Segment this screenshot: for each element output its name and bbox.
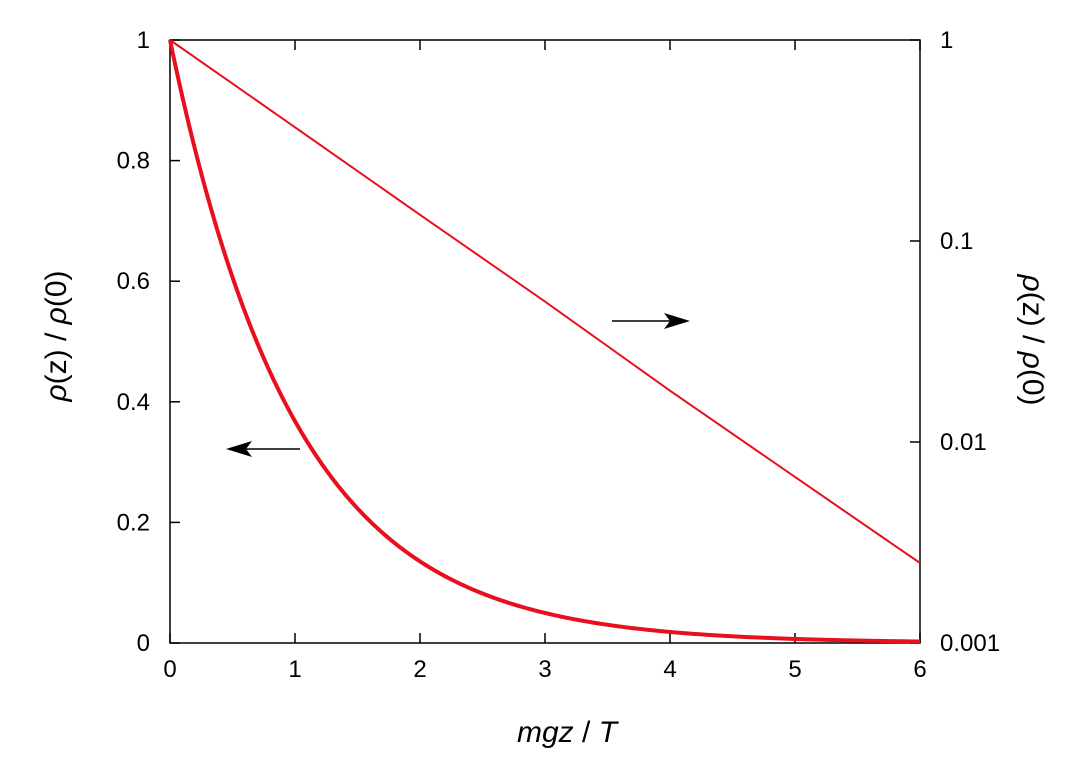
x-tick-label: 4 — [663, 656, 676, 683]
x-tick-label: 2 — [413, 656, 426, 683]
x-axis-title: mgz / T — [517, 716, 620, 749]
arrow-right — [612, 313, 690, 329]
x-tick-label: 1 — [288, 656, 301, 683]
y-left-tick-label: 0.2 — [117, 509, 150, 536]
series-line-log — [169, 39, 921, 564]
x-tick-label: 6 — [913, 656, 926, 683]
series-line-linear — [168, 39, 921, 644]
y-left-tick-label: 1 — [137, 27, 150, 54]
x-tick-label: 0 — [163, 656, 176, 683]
y-right-tick-label: 1 — [940, 27, 953, 54]
x-tick-label: 3 — [538, 656, 551, 683]
x-tick-label: 5 — [788, 656, 801, 683]
y-right-tick-label: 0.001 — [940, 630, 1000, 657]
y-right-tick-label: 0.1 — [940, 228, 973, 255]
y-left-tick-label: 0.4 — [117, 389, 150, 416]
y-left-tick-label: 0 — [137, 630, 150, 657]
y-left-axis-title: ρ(z) / ρ(0) — [40, 270, 73, 402]
y-right-tick-label: 0.01 — [940, 429, 987, 456]
y-left-tick-label: 0.6 — [117, 268, 150, 295]
arrow-left — [226, 441, 300, 457]
y-right-axis-title: ρ(z) / ρ(0) — [1016, 273, 1049, 405]
y-left-tick-label: 0.8 — [117, 148, 150, 175]
plot-frame — [169, 39, 921, 644]
